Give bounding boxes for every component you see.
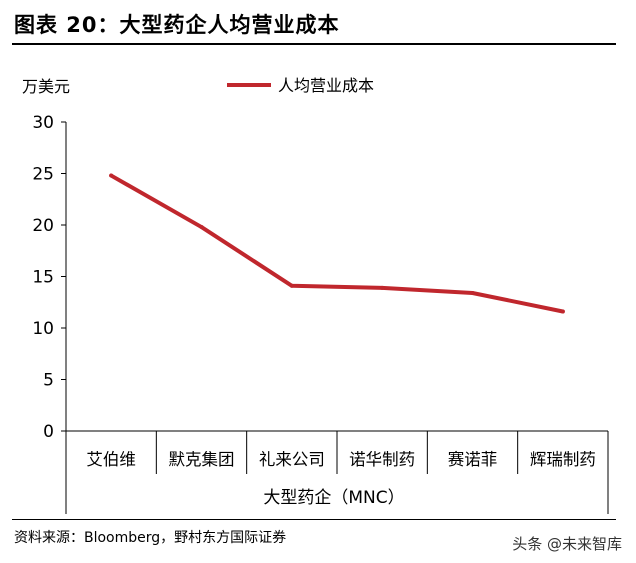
- x-category-label: 诺华制药: [349, 450, 415, 469]
- source-note: 资料来源：Bloomberg，野村东方国际证券: [14, 530, 287, 546]
- legend: 人均营业成本: [227, 76, 374, 95]
- x-category-label: 赛诺菲: [448, 449, 498, 469]
- y-tick-label: 20: [32, 216, 54, 236]
- x-category-label: 辉瑞制药: [530, 450, 596, 469]
- x-category-label: 艾伯维: [86, 450, 136, 469]
- y-tick-label: 5: [43, 371, 54, 391]
- y-tick-label: 25: [32, 165, 54, 185]
- series-line: [109, 173, 565, 314]
- y-axis-label: 万美元: [22, 77, 70, 96]
- data-point: [109, 173, 114, 178]
- watermark: 头条 @未来智库: [512, 535, 622, 553]
- x-category-label: 礼来公司: [259, 450, 325, 469]
- legend-entry: 人均营业成本: [278, 76, 374, 95]
- y-tick-label: 10: [32, 319, 54, 339]
- x-categories: 艾伯维 默克集团 礼来公司 诺华制药 赛诺菲 辉瑞制药: [86, 431, 596, 474]
- x-axis-group-label: 大型药企（MNC）: [263, 488, 404, 508]
- data-point: [560, 309, 565, 314]
- y-ticks: 0 5 10 15 20 25 30: [32, 113, 66, 442]
- data-point: [289, 283, 294, 288]
- y-tick-label: 30: [32, 113, 54, 133]
- y-tick-label: 0: [43, 422, 54, 442]
- x-category-label: 默克集团: [169, 450, 235, 469]
- title-rule: [12, 43, 616, 45]
- data-point: [470, 290, 475, 295]
- data-point: [199, 225, 204, 230]
- figure-title: 图表 20：大型药企人均营业成本: [14, 13, 340, 37]
- series: [109, 173, 565, 314]
- y-tick-label: 15: [32, 268, 54, 288]
- data-point: [380, 285, 385, 290]
- source-rule: [12, 519, 616, 520]
